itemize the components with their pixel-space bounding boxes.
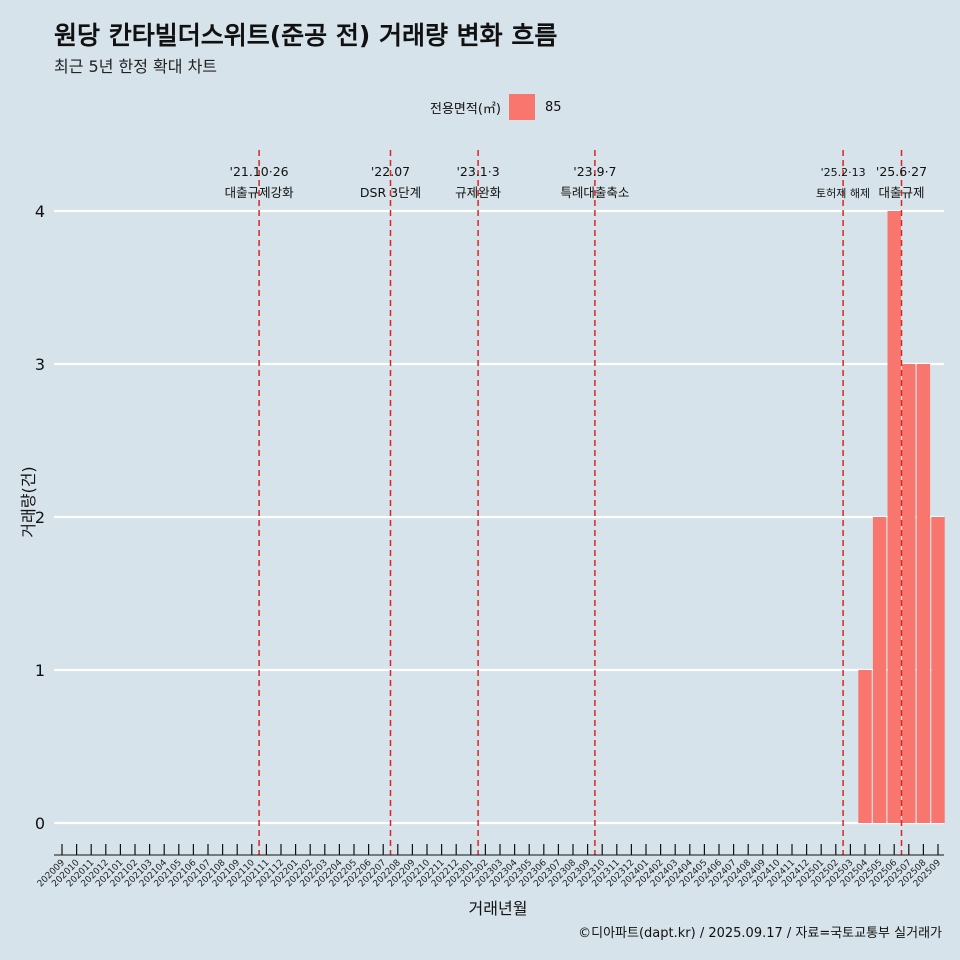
event-label: 규제완화	[455, 185, 502, 200]
bar-202509	[931, 517, 945, 823]
event-markers: '21.10·26 대출규제강화 '22.07 DSR 3단계 '23.1·3 규제완화 '…	[225, 150, 927, 855]
bar-202504	[858, 670, 872, 823]
x-axis-label: 거래년월	[469, 899, 528, 918]
footer-credit: ©디아파트(dapt.kr) / 2025.09.17 / 자료=국토교통부 실…	[578, 926, 942, 941]
event-label: 토허제 해제	[816, 186, 870, 200]
event-date: '23.1·3	[456, 164, 499, 179]
event-label: 대출규제	[878, 185, 924, 200]
event-date: '21.10·26	[230, 164, 289, 179]
event-label: DSR 3단계	[360, 185, 421, 200]
event-date: '23.9·7	[573, 164, 616, 179]
y-tick-label: 3	[35, 355, 45, 374]
chart-subtitle: 최근 5년 한정 확대 차트	[54, 57, 218, 76]
event-label: 특례대출축소	[560, 185, 629, 200]
bar-202506	[887, 211, 901, 823]
bar-202507	[902, 364, 916, 823]
bar-group	[858, 211, 945, 823]
y-axis-label: 거래량(건)	[19, 466, 38, 537]
event-date: '25.2·13	[821, 166, 866, 179]
event-date: '25.6·27	[876, 164, 927, 179]
y-tick-label: 0	[35, 814, 45, 833]
legend-title: 전용면적(㎡)	[430, 101, 501, 117]
y-tick-label: 4	[35, 202, 45, 221]
grid-lines	[54, 209, 944, 825]
bar-202505	[872, 517, 887, 823]
event-label: 대출규제강화	[225, 185, 295, 200]
bar-202508	[916, 364, 931, 823]
y-axis: 0 1 2 3 4	[35, 202, 45, 833]
legend: 전용면적(㎡) 85	[430, 94, 562, 120]
legend-entry-label: 85	[544, 99, 562, 115]
event-date: '22.07	[371, 164, 410, 179]
y-tick-label: 2	[35, 508, 45, 527]
x-axis: 2020092020102020112020122021012021022021…	[36, 844, 944, 889]
legend-swatch	[508, 94, 535, 120]
y-tick-label: 1	[35, 661, 45, 680]
chart-title: 원당 칸타빌더스위트(준공 전) 거래량 변화 흐름	[54, 21, 558, 50]
